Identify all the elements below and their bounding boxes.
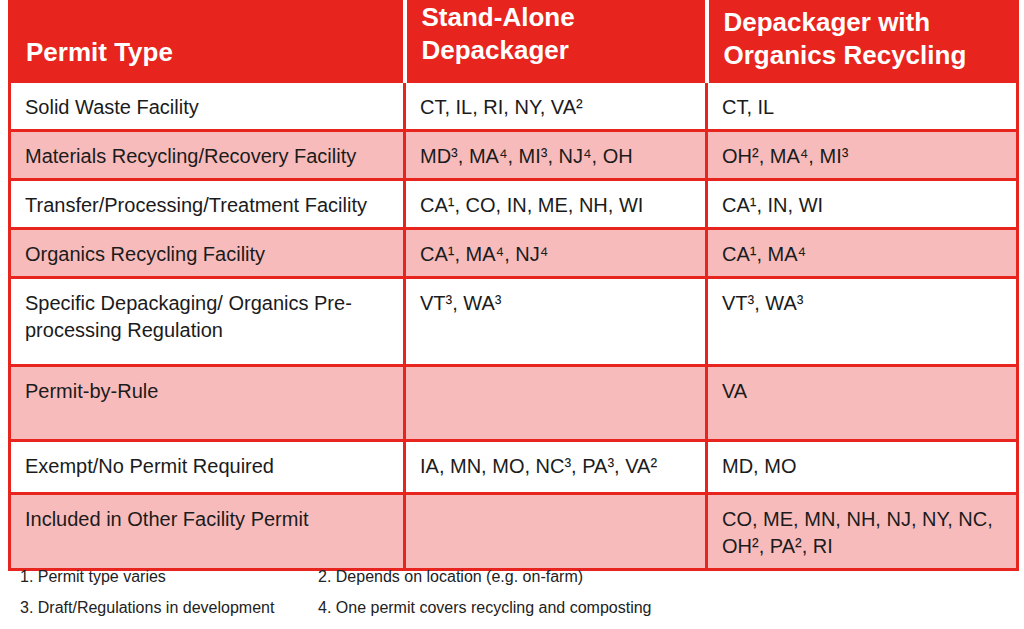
cell-colocated: MD, MO <box>707 441 1018 494</box>
cell-standalone: CA¹, CO, IN, ME, NH, WI <box>405 180 707 229</box>
table-row: Transfer/Processing/Treatment Facility C… <box>10 180 1018 229</box>
header-standalone-label: Stand-Alone Depackager <box>422 1 575 67</box>
table-row: Solid Waste Facility CT, IL, RI, NY, VA²… <box>10 82 1018 131</box>
footnote-1: 1. Permit type varies <box>20 564 318 589</box>
cell-permit-type: Solid Waste Facility <box>10 82 405 131</box>
table-row: Materials Recycling/Recovery Facility MD… <box>10 131 1018 180</box>
table-row: Included in Other Facility Permit CO, ME… <box>10 494 1018 570</box>
cell-colocated: CT, IL <box>707 82 1018 131</box>
footnotes: 1. Permit type varies 2. Depends on loca… <box>20 564 960 620</box>
cell-permit-type: Exempt/No Permit Required <box>10 441 405 494</box>
cell-colocated: CA¹, MA⁴ <box>707 229 1018 278</box>
header-colocated-depackager: Co-located Depackager with Organics Recy… <box>707 0 1018 82</box>
table-row: Organics Recycling Facility CA¹, MA⁴, NJ… <box>10 229 1018 278</box>
cell-standalone: VT³, WA³ <box>405 278 707 366</box>
table-row: Permit-by-Rule VA <box>10 366 1018 441</box>
cell-colocated: CO, ME, MN, NH, NJ, NY, NC, OH², PA², RI <box>707 494 1018 570</box>
cell-standalone: IA, MN, MO, NC³, PA³, VA² <box>405 441 707 494</box>
header-colocated-label: Co-located Depackager with Organics Recy… <box>724 0 967 72</box>
cell-permit-type: Organics Recycling Facility <box>10 229 405 278</box>
table-row: Specific Depackaging/ Organics Pre-proce… <box>10 278 1018 366</box>
cell-permit-type: Included in Other Facility Permit <box>10 494 405 570</box>
footnote-2: 2. Depends on location (e.g. on-farm) <box>318 564 960 589</box>
cell-standalone <box>405 494 707 570</box>
footnote-4: 4. One permit covers recycling and compo… <box>318 595 960 620</box>
cell-permit-type: Permit-by-Rule <box>10 366 405 441</box>
footnote-3: 3. Draft/Regulations in development <box>20 595 318 620</box>
cell-colocated: VA <box>707 366 1018 441</box>
header-permit-type: Permit Type <box>10 0 405 82</box>
cell-colocated: CA¹, IN, WI <box>707 180 1018 229</box>
cell-colocated: VT³, WA³ <box>707 278 1018 366</box>
header-row: Permit Type Stand-Alone Depackager Co-lo… <box>10 0 1018 82</box>
cell-permit-type: Transfer/Processing/Treatment Facility <box>10 180 405 229</box>
header-standalone-depackager: Stand-Alone Depackager <box>405 0 707 82</box>
permit-type-table: Permit Type Stand-Alone Depackager Co-lo… <box>8 0 1019 571</box>
permit-table-page: Permit Type Stand-Alone Depackager Co-lo… <box>0 0 1024 629</box>
cell-colocated: OH², MA⁴, MI³ <box>707 131 1018 180</box>
header-permit-type-label: Permit Type <box>26 36 173 69</box>
cell-standalone: CA¹, MA⁴, NJ⁴ <box>405 229 707 278</box>
cell-standalone: CT, IL, RI, NY, VA² <box>405 82 707 131</box>
cell-standalone <box>405 366 707 441</box>
cell-permit-type: Specific Depackaging/ Organics Pre-proce… <box>10 278 405 366</box>
cell-standalone: MD³, MA⁴, MI³, NJ⁴, OH <box>405 131 707 180</box>
table-row: Exempt/No Permit Required IA, MN, MO, NC… <box>10 441 1018 494</box>
cell-permit-type: Materials Recycling/Recovery Facility <box>10 131 405 180</box>
